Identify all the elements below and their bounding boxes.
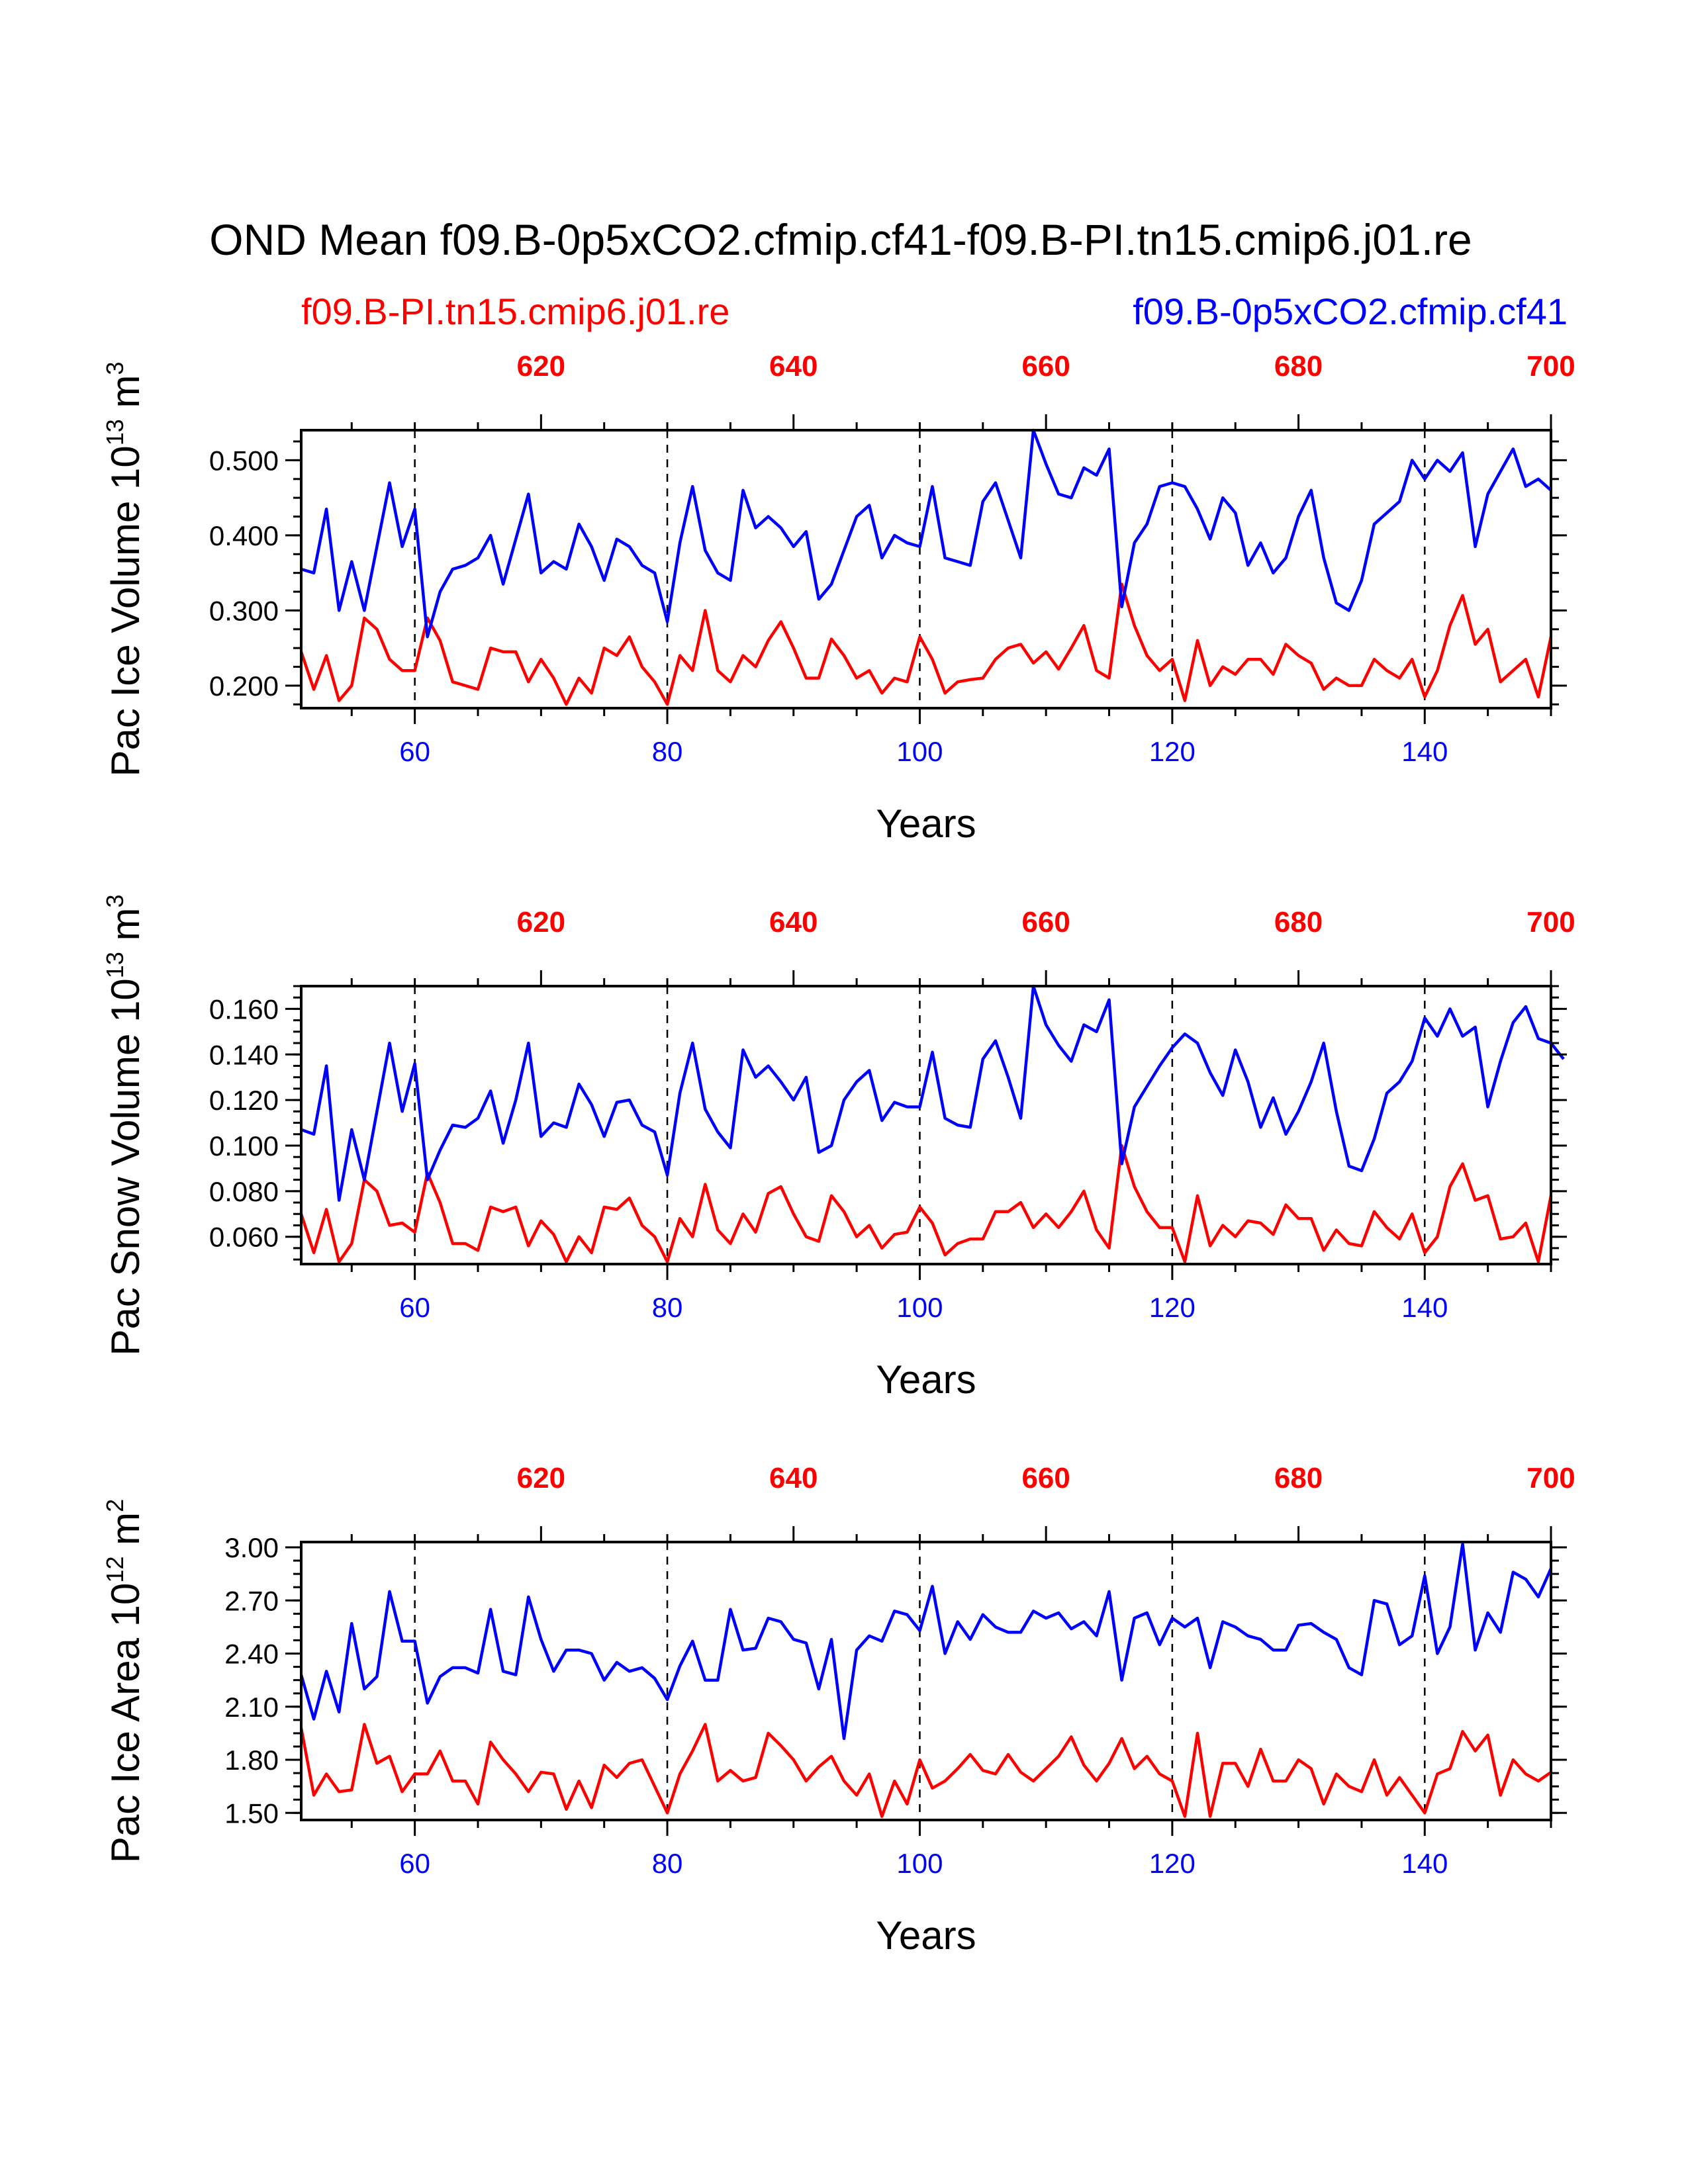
xtick-label-top: 640 bbox=[769, 1462, 818, 1494]
ytick-label: 3.00 bbox=[224, 1532, 279, 1563]
ytick-label: 2.70 bbox=[224, 1585, 279, 1616]
xtick-label-bottom: 100 bbox=[896, 1848, 943, 1879]
xtick-label-top: 660 bbox=[1021, 1462, 1070, 1494]
xtick-label-top: 660 bbox=[1021, 906, 1070, 938]
series-line-control bbox=[299, 582, 1553, 706]
y-axis-label-part: Pac Snow Volume 10 bbox=[103, 978, 148, 1355]
xtick-label-top: 620 bbox=[517, 906, 565, 938]
y-axis-label-part: Pac Ice Volume 10 bbox=[103, 445, 148, 776]
x-axis-label: Years bbox=[876, 1357, 976, 1402]
ytick-label: 0.100 bbox=[209, 1130, 279, 1161]
y-axis-label-superscript: 3 bbox=[101, 361, 128, 375]
xtick-label-bottom: 60 bbox=[399, 736, 430, 767]
chart-title: OND Mean f09.B-0p5xCO2.cfmip.cf41-f09.B-… bbox=[209, 215, 1472, 264]
xtick-label-bottom: 80 bbox=[652, 1292, 683, 1323]
series-line-control bbox=[299, 1144, 1553, 1263]
xtick-label-top: 640 bbox=[769, 906, 818, 938]
xtick-label-top: 680 bbox=[1274, 1462, 1323, 1494]
ytick-label: 0.120 bbox=[209, 1085, 279, 1116]
panel-1: 0.200 0.300 0.400 0.500 60 80 100 120 140 620 640 6… bbox=[101, 350, 1575, 846]
series-line-experiment bbox=[301, 428, 1552, 639]
y-axis-label-part: m bbox=[103, 1512, 148, 1557]
xtick-label-bottom: 80 bbox=[652, 1848, 683, 1879]
xtick-label-bottom: 140 bbox=[1401, 1848, 1448, 1879]
xtick-label-bottom: 140 bbox=[1401, 736, 1448, 767]
ytick-label: 2.40 bbox=[224, 1639, 279, 1670]
xtick-label-top: 700 bbox=[1526, 1462, 1575, 1494]
ytick-label: 2.10 bbox=[224, 1692, 279, 1723]
xtick-label-top: 640 bbox=[769, 350, 818, 383]
xtick-label-bottom: 120 bbox=[1149, 736, 1196, 767]
xtick-label-bottom: 120 bbox=[1149, 1292, 1196, 1323]
xtick-label-top: 660 bbox=[1021, 350, 1070, 383]
y-axis-label-part: m bbox=[103, 907, 148, 952]
y-axis-label: Pac Ice Area 1012 m2 bbox=[101, 1499, 148, 1863]
ytick-label: 1.50 bbox=[224, 1797, 279, 1829]
xtick-label-bottom: 140 bbox=[1401, 1292, 1448, 1323]
xtick-label-bottom: 60 bbox=[399, 1848, 430, 1879]
ytick-label: 0.140 bbox=[209, 1039, 279, 1070]
x-axis-label: Years bbox=[876, 801, 976, 846]
ytick-label: 0.300 bbox=[209, 595, 279, 626]
xtick-label-top: 620 bbox=[517, 350, 565, 383]
y-axis-label-superscript: 13 bbox=[101, 419, 128, 445]
y-axis-label: Pac Snow Volume 1013 m3 bbox=[101, 894, 148, 1355]
y-axis-label-superscript: 13 bbox=[101, 952, 128, 978]
ytick-label: 0.400 bbox=[209, 520, 279, 551]
series-line-experiment bbox=[299, 1542, 1553, 1741]
plot-frame bbox=[300, 429, 1552, 709]
xtick-label-top: 680 bbox=[1274, 350, 1323, 383]
legend-entry-experiment: f09.B-0p5xCO2.cfmip.cf41 bbox=[1133, 291, 1568, 332]
y-axis-label-part: m bbox=[103, 375, 148, 420]
xtick-label-bottom: 100 bbox=[896, 736, 943, 767]
plot-frame bbox=[300, 985, 1552, 1265]
xtick-label-bottom: 100 bbox=[896, 1292, 943, 1323]
xtick-label-top: 700 bbox=[1526, 906, 1575, 938]
legend-entry-control: f09.B-PI.tn15.cmip6.j01.re bbox=[301, 291, 729, 332]
ytick-label: 0.160 bbox=[209, 993, 279, 1024]
y-axis-label-part: Pac Ice Area 10 bbox=[103, 1583, 148, 1864]
xtick-label-top: 620 bbox=[517, 1462, 565, 1494]
panels-group: 0.200 0.300 0.400 0.500 60 80 100 120 140 620 640 6… bbox=[101, 350, 1575, 1958]
xtick-label-bottom: 120 bbox=[1149, 1848, 1196, 1879]
ytick-label: 0.500 bbox=[209, 445, 279, 476]
y-axis-label-superscript: 12 bbox=[101, 1557, 128, 1583]
ytick-label: 0.080 bbox=[209, 1176, 279, 1207]
y-axis-label-superscript: 3 bbox=[101, 894, 128, 907]
panel-3: 1.50 1.80 2.10 2.40 2.70 3.00 60 80 100 120 140 620… bbox=[101, 1462, 1575, 1958]
ytick-label: 0.200 bbox=[209, 670, 279, 702]
ytick-label: 0.060 bbox=[209, 1222, 279, 1253]
xtick-label-bottom: 80 bbox=[652, 736, 683, 767]
series-line-experiment bbox=[301, 984, 1565, 1202]
y-axis-label-superscript: 2 bbox=[101, 1499, 128, 1512]
ytick-label: 1.80 bbox=[224, 1745, 279, 1776]
x-axis-label: Years bbox=[876, 1913, 976, 1958]
xtick-label-bottom: 60 bbox=[399, 1292, 430, 1323]
series-line-control bbox=[299, 1723, 1552, 1818]
xtick-label-top: 700 bbox=[1526, 350, 1575, 383]
y-axis-label: Pac Ice Volume 1013 m3 bbox=[101, 361, 148, 776]
xtick-label-top: 680 bbox=[1274, 906, 1323, 938]
panel-2: 0.060 0.080 0.100 0.120 0.140 0.160 60 80 100 120… bbox=[101, 894, 1575, 1402]
